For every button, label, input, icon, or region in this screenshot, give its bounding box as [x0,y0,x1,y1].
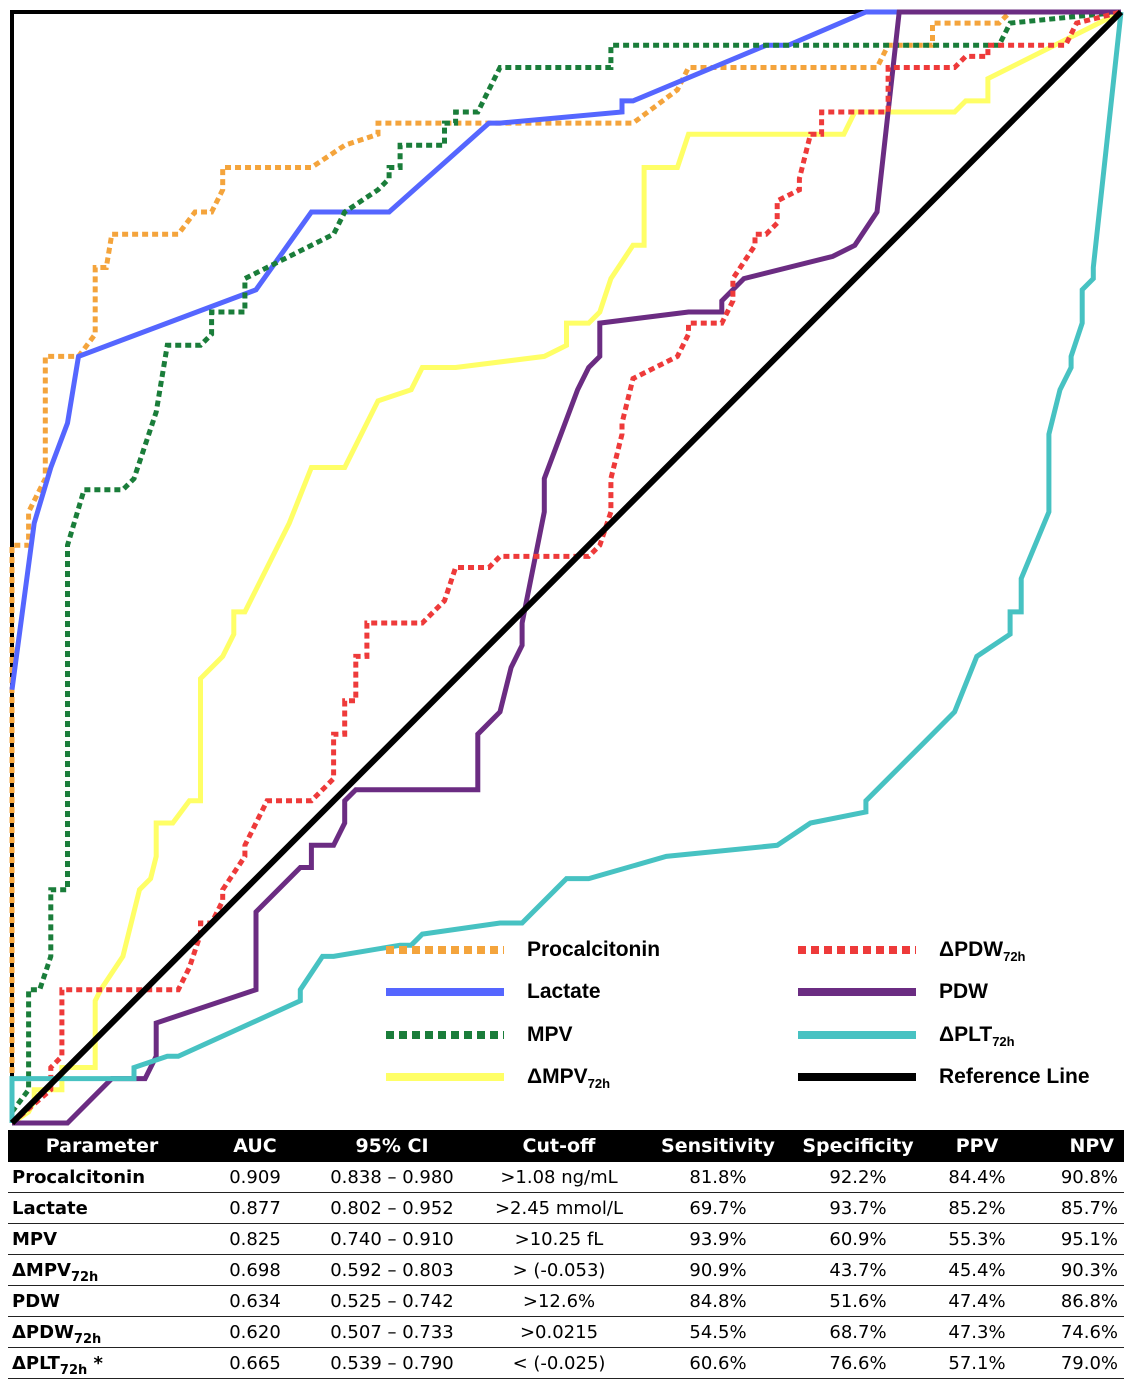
cell-parameter: MPV [8,1223,196,1255]
cell-ppv: 47.4% [928,1285,1026,1317]
cell-spec: 68.7% [788,1316,928,1348]
table-row: MPV 0.825 0.740 – 0.910 >10.25 fL 93.9% 60.9%… [8,1223,1124,1255]
cell-sens: 54.5% [648,1316,788,1348]
cell-parameter: PDW [8,1285,196,1317]
cell-parameter-subscript: 72h [59,1362,88,1378]
table-header-row: Parameter AUC 95% CI Cut-off Sensitivity… [8,1130,1124,1162]
cell-sens: 90.9% [648,1254,788,1286]
series-line-dplt [9,11,1124,1123]
cell-parameter: Procalcitonin [8,1162,196,1193]
cell-npv: 85.7% [1026,1192,1124,1224]
cell-auc: 0.634 [196,1285,314,1317]
cell-ci: 0.802 – 0.952 [314,1192,470,1224]
cell-npv: 95.1% [1026,1223,1124,1255]
header-cutoff: Cut-off [470,1130,648,1162]
header-parameter: Parameter [8,1130,196,1162]
header-ci: 95% CI [314,1130,470,1162]
header-npv: NPV [1026,1130,1124,1162]
table-row: ΔPDW72h 0.620 0.507 – 0.733 >0.0215 54.5% 68.… [8,1316,1124,1348]
cell-parameter-subscript: 72h [70,1269,99,1285]
results-table: Parameter AUC 95% CI Cut-off Sensitivity… [8,1130,1124,1379]
cell-parameter: ΔPDW72h [8,1316,196,1348]
cell-cutoff: > (-0.053) [470,1254,648,1286]
header-specificity: Specificity [788,1130,928,1162]
cell-auc: 0.698 [196,1254,314,1286]
cell-cutoff: >12.6% [470,1285,648,1317]
table-row: ΔMPV72h 0.698 0.592 – 0.803 > (-0.053) 90.9%… [8,1254,1124,1286]
cell-ppv: 47.3% [928,1316,1026,1348]
cell-ci: 0.592 – 0.803 [314,1254,470,1286]
series-line-dmpv [10,9,1123,1126]
cell-sens: 84.8% [648,1285,788,1317]
roc-chart [9,9,1124,1126]
cell-spec: 92.2% [788,1162,928,1193]
cell-cutoff: >10.25 fL [470,1223,648,1255]
cell-ci: 0.507 – 0.733 [314,1316,470,1348]
cell-cutoff: >1.08 ng/mL [470,1162,648,1193]
cell-ppv: 85.2% [928,1192,1026,1224]
header-ppv: PPV [928,1130,1026,1162]
cell-npv: 90.8% [1026,1162,1124,1193]
cell-auc: 0.825 [196,1223,314,1255]
cell-sens: 81.8% [648,1162,788,1193]
cell-parameter: Lactate [8,1192,196,1224]
cell-spec: 93.7% [788,1192,928,1224]
cell-auc: 0.877 [196,1192,314,1224]
cell-parameter-subscript: 72h [73,1331,102,1347]
table-row: Lactate 0.877 0.802 – 0.952 >2.45 mmol/L 69.… [8,1192,1124,1224]
cell-npv: 86.8% [1026,1285,1124,1317]
cell-ci: 0.838 – 0.980 [314,1162,470,1193]
cell-parameter: ΔMPV72h [8,1254,196,1286]
cell-spec: 43.7% [788,1254,928,1286]
cell-ppv: 55.3% [928,1223,1026,1255]
cell-sens: 69.7% [648,1192,788,1224]
cell-spec: 51.6% [788,1285,928,1317]
cell-npv: 90.3% [1026,1254,1124,1286]
header-sensitivity: Sensitivity [648,1130,788,1162]
cell-cutoff: >0.0215 [470,1316,648,1348]
series-line-mpv [9,9,1122,1114]
cell-spec: 60.9% [788,1223,928,1255]
cell-npv: 74.6% [1026,1316,1124,1348]
cell-sens: 93.9% [648,1223,788,1255]
series-line-ref [9,9,1124,1126]
cell-cutoff: >2.45 mmol/L [470,1192,648,1224]
cell-ppv: 45.4% [928,1254,1026,1286]
header-auc: AUC [196,1130,314,1162]
cell-ci: 0.740 – 0.910 [314,1223,470,1255]
table-row: PDW 0.634 0.525 – 0.742 >12.6% 84.8% 51.6% 47.… [8,1285,1124,1317]
cell-auc: 0.909 [196,1162,314,1193]
cell-auc: 0.620 [196,1316,314,1348]
table-row: Procalcitonin 0.909 0.838 – 0.980 >1.08 ng/… [8,1162,1124,1193]
series-line-pdw [12,9,1121,1126]
cell-ppv: 84.4% [928,1162,1026,1193]
cell-ci: 0.525 – 0.742 [314,1285,470,1317]
